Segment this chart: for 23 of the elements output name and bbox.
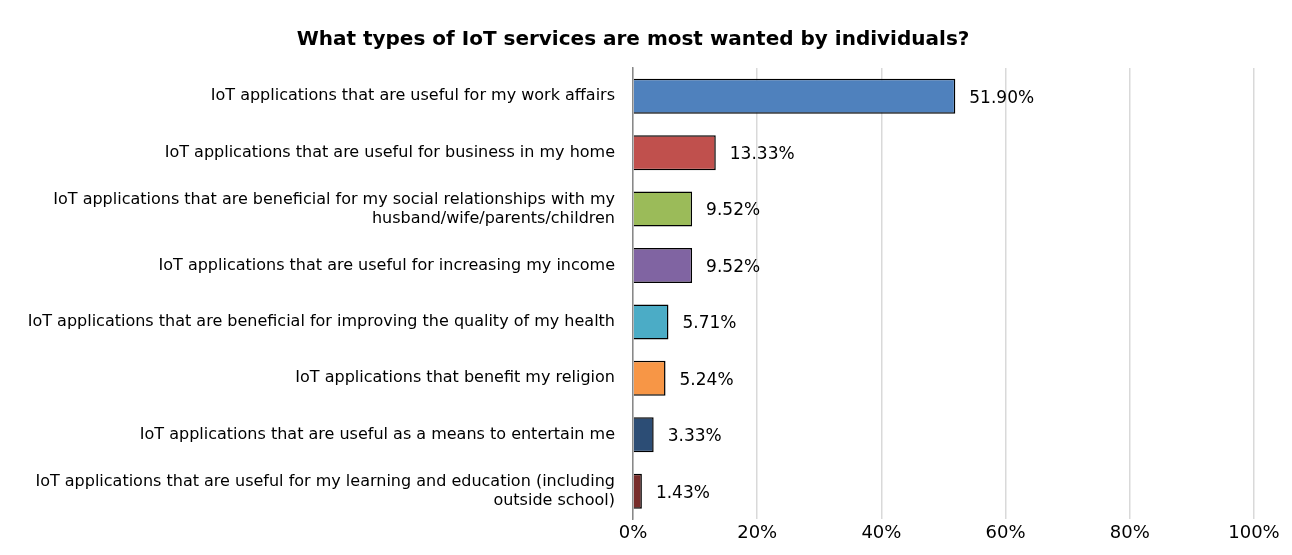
x-tick-label: 80% [1109, 520, 1150, 542]
data-label: 13.33% [729, 143, 795, 164]
y-tick-label: IoT applications that are useful for my work affairs [210, 85, 615, 105]
y-tick-label: IoT applications that are beneficial for improving the quality of my health [27, 311, 615, 331]
data-label: 9.52% [706, 199, 761, 220]
data-label: 51.90% [969, 86, 1035, 107]
x-tick-label: 40% [861, 520, 902, 542]
chart-title: What types of IoT services are most wanted by individuals? [296, 26, 970, 51]
x-tick-label: 20% [737, 520, 778, 542]
data-label: 1.43% [655, 481, 710, 502]
x-tick-label: 0% [618, 520, 648, 542]
data-label: 5.24% [679, 368, 734, 389]
y-tick-label: IoT applications that are useful for my learning and education (including outside school) [35, 470, 615, 509]
y-tick-label: IoT applications that are useful for business in my home [164, 141, 615, 161]
y-tick-label: IoT applications that are useful as a means to entertain me [139, 423, 615, 443]
y-tick-label: IoT applications that are useful for increasing my income [158, 254, 615, 274]
x-tick-label: 60% [985, 520, 1026, 542]
y-tick-label: IoT applications that benefit my religion [295, 367, 615, 387]
data-label: 9.52% [706, 255, 761, 276]
data-label: 3.33% [667, 425, 722, 446]
x-tick-label: 100% [1228, 520, 1280, 542]
y-tick-label: IoT applications that are beneficial for my social relationships with my husband/wife/parents/children [53, 188, 615, 227]
data-label: 5.71% [682, 312, 737, 333]
